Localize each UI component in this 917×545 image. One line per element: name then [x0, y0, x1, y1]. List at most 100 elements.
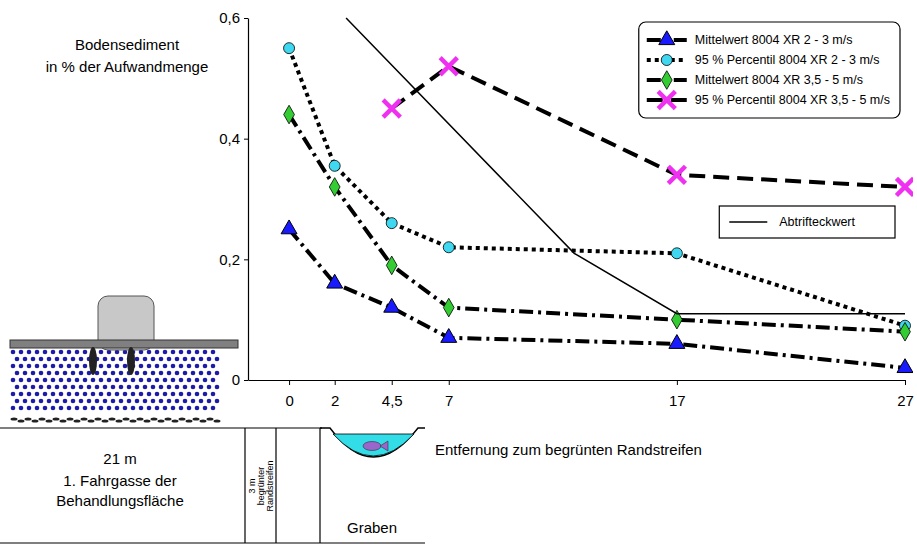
- soil-dot: [207, 357, 212, 362]
- soil-dot: [71, 357, 76, 362]
- soil-dot: [11, 350, 16, 355]
- legend-marker-shape: [659, 31, 675, 45]
- soil-dot: [11, 364, 16, 369]
- soil-dot: [103, 385, 108, 390]
- soil-dot: [175, 399, 180, 404]
- soil-dot: [179, 350, 184, 355]
- soil-dot: [31, 385, 36, 390]
- soil-dot: [31, 399, 36, 404]
- soil-dot: [167, 385, 172, 390]
- soil-dot: [215, 371, 220, 376]
- soil-dot: [35, 350, 40, 355]
- marker-group: [284, 43, 295, 54]
- soil-dot: [151, 371, 156, 376]
- soil-dot: [63, 357, 68, 362]
- legend-label: 95 % Percentil 8004 XR 2 - 3 m/s: [695, 53, 880, 67]
- x-tick-mark: [335, 380, 336, 385]
- x-tick: 7: [445, 380, 453, 409]
- soil-dot: [67, 392, 72, 397]
- x-axis: 024,571727: [249, 380, 914, 409]
- marker-group: [384, 298, 400, 312]
- y-tick-mark: [244, 380, 248, 381]
- rubble-stone: [67, 417, 74, 420]
- soil-dot: [115, 406, 120, 411]
- soil-dot: [115, 364, 120, 369]
- soil-dot: [27, 364, 32, 369]
- rubble-stone: [144, 419, 151, 422]
- x-tick-mark: [677, 380, 678, 385]
- rubble-stone: [18, 419, 25, 422]
- data-point: [670, 168, 684, 182]
- soil-dot: [191, 357, 196, 362]
- soil-dot: [35, 364, 40, 369]
- soil-dot: [131, 392, 136, 397]
- soil-dot: [119, 399, 124, 404]
- soil-dot: [215, 385, 220, 390]
- soil-dot: [139, 364, 144, 369]
- legend-label: Mittelwert 8004 XR 2 - 3 m/s: [695, 33, 853, 47]
- soil-dot: [19, 406, 24, 411]
- soil-dot: [95, 399, 100, 404]
- legend-marker: [660, 93, 674, 107]
- soil-dot: [59, 406, 64, 411]
- rubble-stone: [123, 417, 130, 420]
- rubble-stone: [172, 419, 179, 422]
- soil-dot: [107, 378, 112, 383]
- rubble-stone: [179, 417, 186, 420]
- rubble-stone: [186, 419, 193, 422]
- data-point: [329, 178, 340, 197]
- soil-dot: [43, 350, 48, 355]
- soil-dot: [175, 371, 180, 376]
- rubble-stone: [193, 417, 200, 420]
- soil-dot: [43, 392, 48, 397]
- x-tick: 4,5: [382, 380, 403, 409]
- rubble-stone: [109, 417, 116, 420]
- legend: Mittelwert 8004 XR 2 - 3 m/s 95 % Percent…: [639, 22, 900, 118]
- annotation-text: 21 m: [103, 450, 136, 467]
- soil-dot: [143, 357, 148, 362]
- y-axis-title: in % der Aufwandmenge: [46, 58, 209, 75]
- soil-dot: [11, 378, 16, 383]
- soil-dot: [43, 378, 48, 383]
- series-line: [289, 115, 905, 332]
- soil-dot: [179, 406, 184, 411]
- rubble-stone: [46, 419, 53, 422]
- soil-dot: [195, 364, 200, 369]
- soil-dot: [211, 350, 216, 355]
- data-point: [669, 335, 685, 349]
- fish-tail: [380, 441, 388, 451]
- marker-group: [442, 59, 456, 73]
- soil-dot: [175, 385, 180, 390]
- soil-dot: [19, 364, 24, 369]
- soil-dot: [75, 406, 80, 411]
- soil-dot: [115, 378, 120, 383]
- x-tick-label: 2: [331, 392, 339, 409]
- x-tick-mark: [905, 380, 906, 385]
- soil-dot: [179, 364, 184, 369]
- soil-dot: [135, 371, 140, 376]
- marker-group: [327, 274, 343, 288]
- soil-dot: [27, 378, 32, 383]
- soil-dot: [59, 378, 64, 383]
- data-point: [898, 180, 912, 194]
- soil-dot: [79, 399, 84, 404]
- soil-dot: [135, 385, 140, 390]
- marker-group: [443, 242, 454, 253]
- rubble-stone: [88, 419, 95, 422]
- soil-dot: [207, 385, 212, 390]
- data-point: [281, 220, 297, 234]
- soil-dot: [147, 364, 152, 369]
- soil-dot: [91, 392, 96, 397]
- soil-dot: [131, 406, 136, 411]
- soil-dot: [155, 378, 160, 383]
- soil-dot: [23, 371, 28, 376]
- soil-dot: [31, 371, 36, 376]
- x-axis-title: Entfernung zum begrünten Randstreifen: [435, 441, 702, 458]
- x-tick-label: 4,5: [382, 392, 403, 409]
- soil-dot: [207, 371, 212, 376]
- fish: [363, 442, 381, 451]
- soil-dot: [211, 364, 216, 369]
- soil-dot: [35, 378, 40, 383]
- soil-dot: [179, 392, 184, 397]
- rubble-stone: [53, 417, 60, 420]
